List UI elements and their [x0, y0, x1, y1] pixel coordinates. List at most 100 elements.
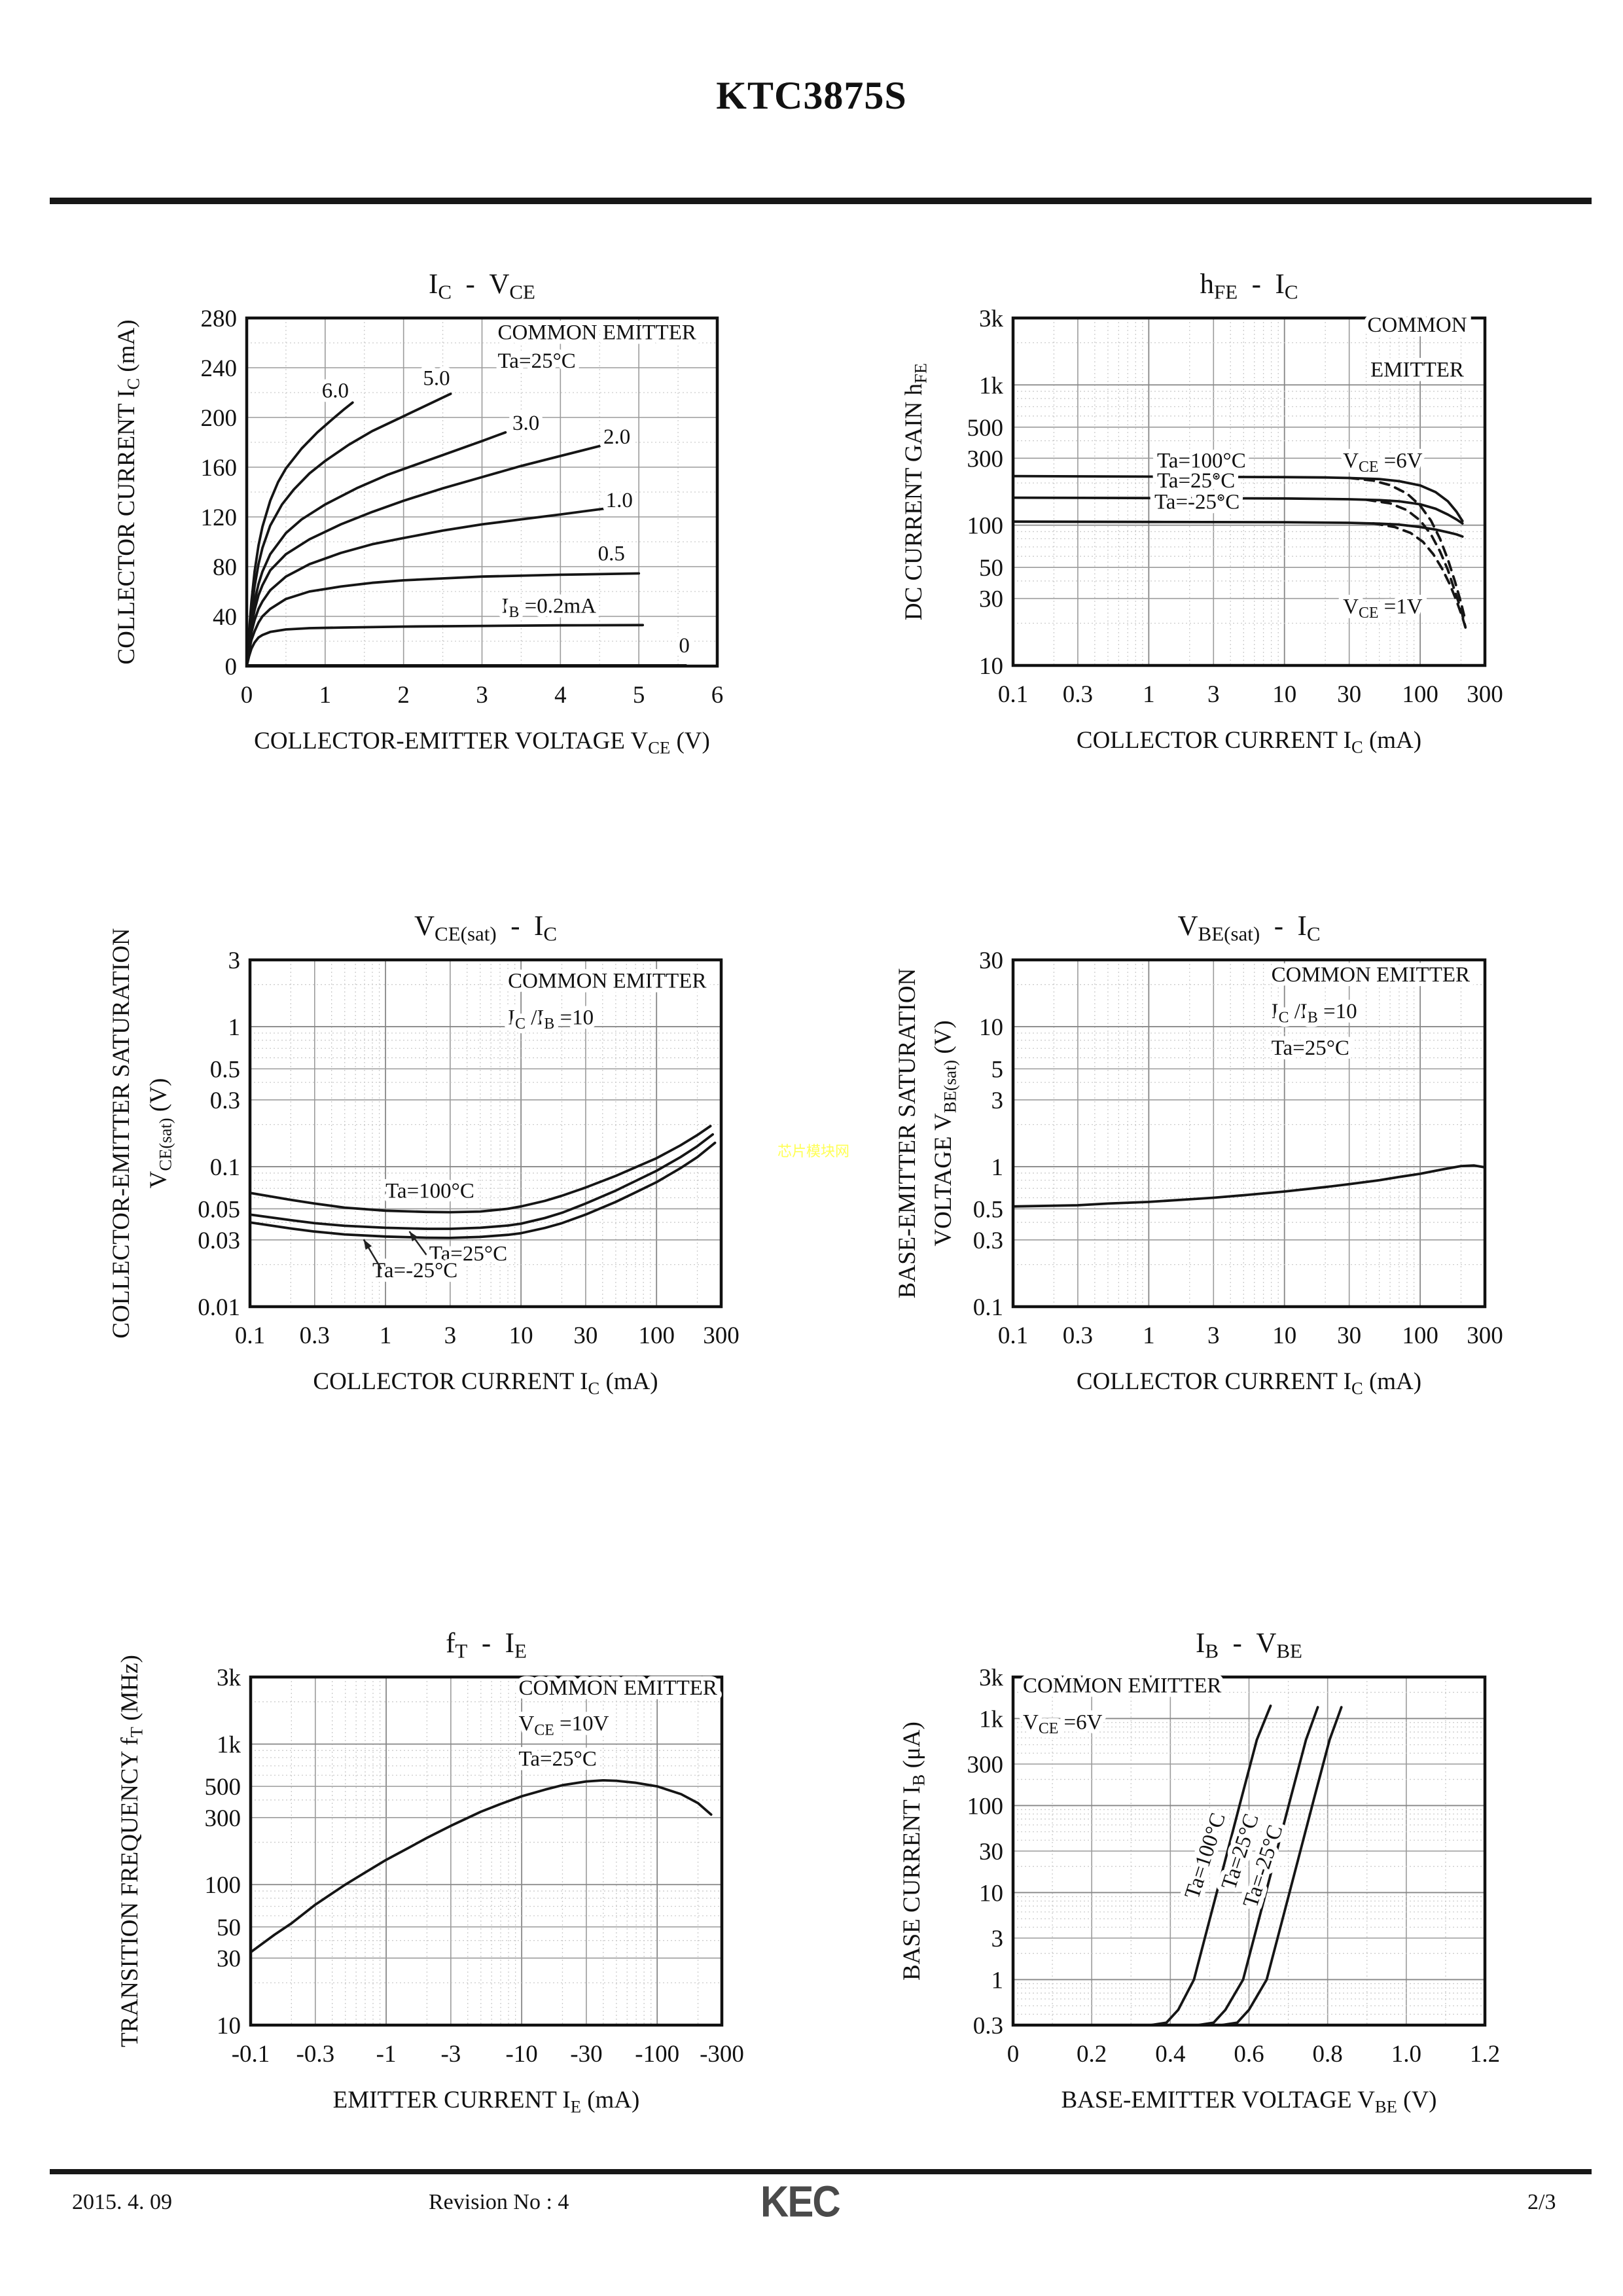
y-tick-label: 3k	[979, 1665, 1004, 1691]
x-tick-label: 100	[1402, 1322, 1438, 1349]
curve-label: 1.0	[606, 489, 633, 512]
y-tick-label: 0.1	[210, 1154, 240, 1181]
curve-label: VCE =1V	[1343, 595, 1423, 622]
series-Ta=-25C	[249, 1141, 717, 1239]
y-tick-label: 3k	[217, 1665, 241, 1691]
series-Ta=25C	[249, 1133, 714, 1230]
series-IB=5.0mA	[245, 393, 452, 667]
x-tick-label: 0.6	[1234, 2041, 1264, 2068]
chart-title: VBE(sat) - IC	[1177, 911, 1320, 945]
y-tick-label: 0.1	[973, 1294, 1003, 1321]
chart-svg-hfe_ic: COMMON EMITTER Ta=100°CTa=25°CTa=-25°C VCE …	[901, 269, 1503, 756]
x-tick-label: 0.3	[1063, 1322, 1093, 1349]
x-tick-label: 2	[397, 682, 410, 709]
x-tick-label: -3	[440, 2041, 461, 2068]
series-group	[1012, 474, 1468, 631]
x-tick-label: 5	[633, 682, 645, 709]
y-tick-label: 240	[201, 355, 238, 382]
x-tick-label: 1	[1143, 1322, 1155, 1349]
x-tick-label: 30	[573, 1322, 597, 1349]
curve-label: COMMON EMITTER	[1023, 1674, 1221, 1697]
chart-title: IB - VBE	[1196, 1628, 1302, 1663]
x-tick-label: -1	[376, 2041, 397, 2068]
footer-revision: Revision No : 4	[429, 2190, 569, 2214]
y-tick-label: 50	[217, 1915, 241, 1941]
x-tick-label: 10	[1272, 681, 1296, 708]
series-Ta=25C VCE=6V	[1012, 496, 1464, 525]
y-tick-label: 10	[979, 653, 1003, 680]
y-axis-title: TRANSITION FREQUENCY fT (MHz)	[116, 1655, 146, 2047]
y-tick-label: 0.05	[198, 1196, 240, 1223]
x-axis-title: COLLECTOR CURRENT IC (mA)	[1077, 727, 1421, 756]
y-tick-label: 10	[979, 1880, 1003, 1907]
curve-label: Ta=25°C	[519, 1748, 597, 1771]
series-group	[1149, 1704, 1343, 2026]
x-axis-title: COLLECTOR CURRENT IC (mA)	[1077, 1368, 1421, 1398]
y-tick-label: 200	[201, 405, 238, 432]
x-tick-label: 0.3	[1063, 681, 1093, 708]
curve-label: COMMON EMITTER	[508, 969, 706, 993]
series-IB=6.0mA	[245, 401, 354, 667]
series-Ta=100C	[1149, 1704, 1272, 2026]
x-axis-title: COLLECTOR-EMITTER VOLTAGE VCE (V)	[254, 728, 710, 757]
x-tick-label: 4	[554, 682, 567, 709]
watermark: 芯片模块网	[777, 1144, 850, 1160]
series-IB=1.0mA	[245, 506, 609, 667]
y-tick-label: 80	[213, 554, 237, 581]
curve-label: COMMON EMITTER	[1272, 963, 1470, 987]
series-group	[249, 1125, 717, 1239]
series-Ta=-25C VCE=6V	[1012, 520, 1464, 538]
series-group	[1012, 1164, 1486, 1208]
series-Ta=-25C	[1220, 1706, 1343, 2026]
y-tick-label: 500	[205, 1774, 241, 1801]
y-axis-title: VCE(sat) (V)	[145, 1078, 175, 1189]
x-tick-label: 3	[1207, 681, 1220, 708]
x-tick-label: 300	[703, 1322, 740, 1349]
x-axis-title: BASE-EMITTER VOLTAGE VBE (V)	[1061, 2087, 1436, 2116]
y-tick-label: 1	[991, 1967, 1004, 1994]
footer-page-number: 2/3	[1527, 2190, 1556, 2214]
y-tick-label: 30	[979, 586, 1003, 613]
curve-label: Ta=25°C	[429, 1243, 507, 1266]
y-tick-label: 10	[217, 2013, 241, 2040]
y-axis-title: COLLECTOR-EMITTER SATURATION	[108, 928, 135, 1338]
curve-label: Ta=25°C	[1157, 469, 1235, 493]
y-tick-label: 300	[205, 1805, 241, 1832]
y-tick-label: 500	[967, 415, 1004, 442]
x-axis-title: EMITTER CURRENT IE (mA)	[333, 2087, 640, 2116]
x-tick-label: 1	[380, 1322, 392, 1349]
curve-label: Ta=-25°C	[1154, 490, 1240, 514]
arrow-head	[363, 1239, 372, 1250]
y-tick-label: 160	[201, 455, 238, 482]
series-Ta=100C VCE=6V	[1012, 474, 1464, 523]
series-Ta=25C VCE=1V	[1364, 498, 1467, 628]
curve-label: Ta=100°C	[1181, 1810, 1230, 1901]
x-tick-label: 0	[1007, 2041, 1020, 2068]
series-Ta=25C	[1196, 1706, 1319, 2026]
x-tick-label: 3	[476, 682, 488, 709]
x-tick-label: -0.1	[232, 2041, 270, 2068]
y-tick-label: 3	[228, 947, 241, 974]
x-tick-label: 0.1	[235, 1322, 265, 1349]
y-tick-label: 120	[201, 504, 238, 531]
curve-label: 5.0	[423, 367, 450, 391]
x-axis-title: COLLECTOR CURRENT IC (mA)	[313, 1368, 658, 1398]
y-axis-title: BASE-EMITTER SATURATION	[894, 968, 921, 1299]
x-tick-label: 1.2	[1470, 2041, 1500, 2068]
grid	[1013, 960, 1485, 1307]
curve-label: COMMON	[1367, 313, 1467, 337]
series-Ta=100C VCE=1V	[1347, 476, 1467, 622]
series-IB=0.2mA	[245, 624, 645, 667]
series-group	[249, 1779, 713, 1954]
x-tick-label: 0.1	[998, 1322, 1028, 1349]
x-tick-label: 0.1	[998, 681, 1028, 708]
curve-label: VCE =10V	[519, 1712, 609, 1739]
y-tick-label: 5	[991, 1056, 1004, 1083]
y-tick-label: 0.5	[210, 1056, 240, 1083]
plot-frame	[249, 1675, 724, 2027]
curve-label: IC /IB =10	[508, 1006, 594, 1033]
series-IB=0.5mA	[245, 572, 641, 667]
y-tick-label: 100	[967, 1793, 1004, 1820]
header-rule	[50, 198, 1592, 204]
